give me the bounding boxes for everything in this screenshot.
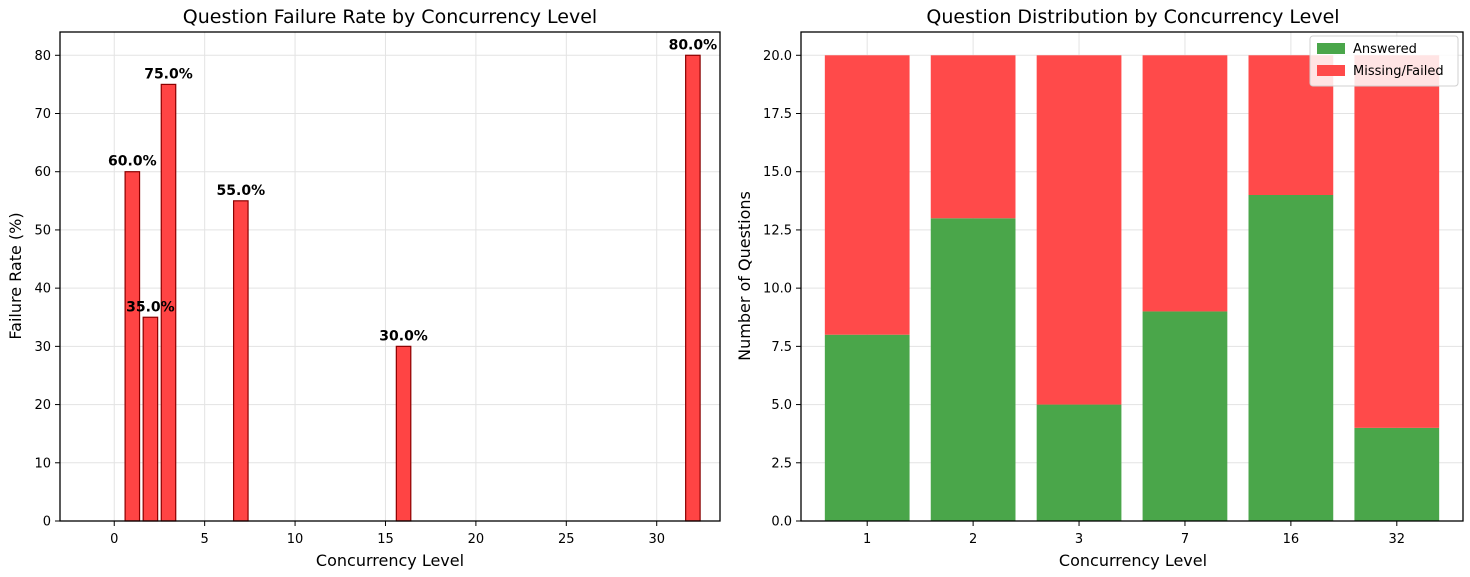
x-tick-label: 25 <box>558 532 575 547</box>
legend-box <box>1309 35 1459 87</box>
x-tick-label: 16 <box>1283 532 1300 547</box>
failure-rate-chart: Question Failure Rate by Concurrency Lev… <box>6 6 721 570</box>
missing-bar-segment <box>824 55 910 335</box>
chart2-bars <box>824 55 1440 522</box>
chart2-x-ticks: 1 2 3 7 16 32 <box>863 521 1405 547</box>
answered-bar-segment <box>824 334 910 521</box>
y-tick-label: 60 <box>34 165 51 180</box>
answered-bar-segment <box>1248 195 1334 521</box>
bar-value-label: 80.0% <box>669 37 718 53</box>
legend-swatch-answered <box>1317 43 1345 54</box>
missing-bar-segment <box>1354 55 1440 428</box>
chart1-title: Question Failure Rate by Concurrency Lev… <box>183 6 597 28</box>
y-tick-label: 2.5 <box>771 456 792 471</box>
chart2-y-ticks: 0.0 2.5 5.0 7.5 10.0 12.5 15.0 17.5 20.0 <box>763 49 801 530</box>
failure-bar <box>685 54 701 522</box>
x-tick-label: 5 <box>201 532 209 547</box>
y-tick-label: 30 <box>34 340 51 355</box>
x-tick-label: 10 <box>287 532 304 547</box>
y-tick-label: 17.5 <box>763 107 792 122</box>
missing-bar-segment <box>930 55 1016 219</box>
y-tick-label: 10 <box>34 456 51 471</box>
chart1-bars <box>124 54 701 522</box>
legend-label-missing: Missing/Failed <box>1353 64 1444 79</box>
bar-value-label: 60.0% <box>108 154 157 170</box>
x-tick-label: 2 <box>969 532 977 547</box>
bar-value-label: 55.0% <box>217 183 266 199</box>
failure-bar <box>395 345 412 522</box>
y-tick-label: 40 <box>34 282 51 297</box>
y-tick-label: 50 <box>34 223 51 238</box>
y-tick-label: 80 <box>34 49 51 64</box>
chart1-y-axis-label: Failure Rate (%) <box>6 212 25 339</box>
answered-bar-segment <box>1354 427 1440 521</box>
y-tick-label: 70 <box>34 107 51 122</box>
bar-value-label: 75.0% <box>144 66 193 82</box>
missing-bar-segment <box>1036 55 1122 405</box>
x-tick-label: 32 <box>1389 532 1406 547</box>
chart2-y-axis-label: Number of Questions <box>735 191 754 361</box>
y-tick-label: 7.5 <box>771 340 792 355</box>
y-tick-label: 0 <box>43 515 51 530</box>
y-tick-label: 20.0 <box>763 49 792 64</box>
answered-bar-segment <box>930 218 1016 522</box>
x-tick-label: 20 <box>468 532 485 547</box>
x-tick-label: 7 <box>1181 532 1189 547</box>
chart2-frame <box>800 31 1464 522</box>
chart1-grid <box>60 32 720 522</box>
chart2-title: Question Distribution by Concurrency Lev… <box>926 6 1339 28</box>
distribution-chart: Question Distribution by Concurrency Lev… <box>735 6 1464 570</box>
y-tick-label: 20 <box>34 398 51 413</box>
x-tick-label: 1 <box>863 532 871 547</box>
x-tick-label: 15 <box>377 532 394 547</box>
y-tick-label: 5.0 <box>771 398 792 413</box>
chart1-x-axis-label: Concurrency Level <box>316 551 464 570</box>
answered-bar-segment <box>1036 404 1122 521</box>
bar-value-label: 30.0% <box>379 328 428 344</box>
legend-label-answered: Answered <box>1353 42 1417 57</box>
legend-swatch-missing <box>1317 65 1345 76</box>
chart1-frame <box>59 31 721 522</box>
x-tick-label: 3 <box>1075 532 1083 547</box>
failure-bar <box>232 200 249 522</box>
y-tick-label: 10.0 <box>763 282 792 297</box>
x-tick-label: 0 <box>110 532 118 547</box>
y-tick-label: 12.5 <box>763 223 792 238</box>
chart1-x-ticks: 0 5 10 15 20 25 30 <box>110 521 665 547</box>
chart2-x-axis-label: Concurrency Level <box>1059 551 1207 570</box>
failure-bar <box>142 316 159 522</box>
bar-value-label: 35.0% <box>126 299 175 315</box>
chart1-y-ticks: 0 10 20 30 40 50 60 70 80 <box>34 49 60 530</box>
y-tick-label: 0.0 <box>771 515 792 530</box>
chart1-data-labels: 60.0% 35.0% 75.0% 55.0% 30.0% 80.0% <box>108 37 717 344</box>
missing-bar-segment <box>1142 55 1228 312</box>
x-tick-label: 30 <box>648 532 665 547</box>
y-tick-label: 15.0 <box>763 165 792 180</box>
failure-bar <box>124 171 141 522</box>
chart2-legend: Answered Missing/Failed <box>1309 35 1459 87</box>
answered-bar-segment <box>1142 311 1228 521</box>
